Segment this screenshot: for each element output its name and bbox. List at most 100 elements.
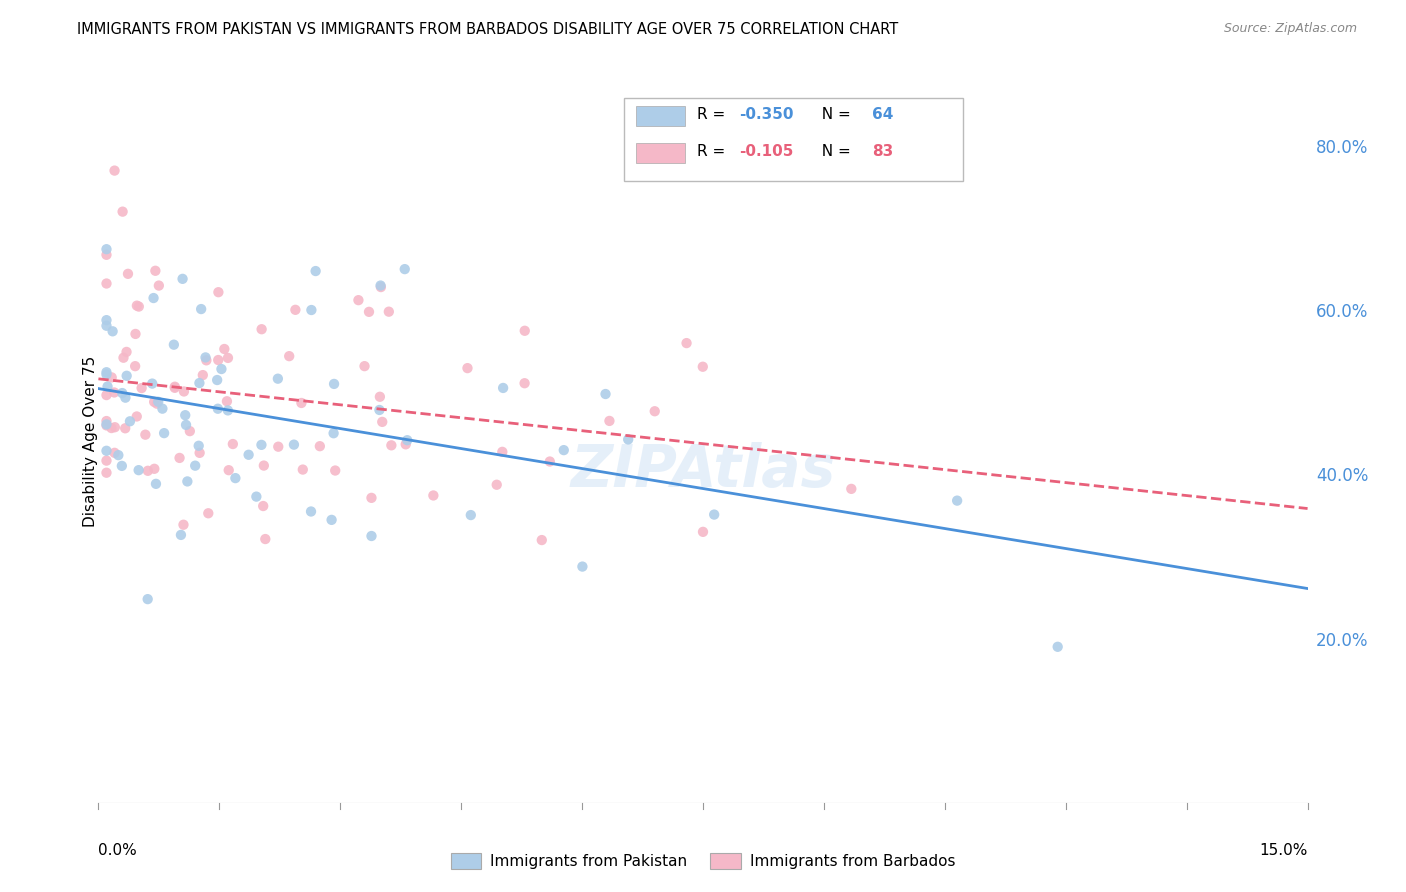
- Point: [152, 401, 174, 416]
- Point: [141, 376, 163, 391]
- Text: ZIPAtlas: ZIPAtlas: [571, 442, 835, 499]
- Point: [267, 440, 290, 454]
- Point: [170, 528, 193, 542]
- Text: N =: N =: [811, 107, 855, 121]
- Point: [107, 448, 129, 462]
- Point: [114, 391, 136, 405]
- Point: [370, 278, 392, 293]
- Point: [571, 559, 593, 574]
- Point: [163, 380, 186, 394]
- Point: [111, 458, 134, 473]
- Point: [96, 318, 118, 333]
- Text: 64: 64: [872, 107, 894, 121]
- Text: IMMIGRANTS FROM PAKISTAN VS IMMIGRANTS FROM BARBADOS DISABILITY AGE OVER 75 CORR: IMMIGRANTS FROM PAKISTAN VS IMMIGRANTS F…: [77, 22, 898, 37]
- Point: [205, 373, 228, 387]
- Point: [188, 376, 211, 390]
- Point: [370, 280, 392, 294]
- Point: [115, 368, 138, 383]
- Text: Source: ZipAtlas.com: Source: ZipAtlas.com: [1223, 22, 1357, 36]
- Text: -0.350: -0.350: [740, 107, 794, 121]
- Point: [125, 299, 148, 313]
- Point: [128, 463, 150, 477]
- Point: [291, 462, 314, 476]
- Text: N =: N =: [811, 145, 855, 160]
- Point: [146, 397, 169, 411]
- Text: -0.105: -0.105: [740, 145, 793, 160]
- Point: [395, 437, 418, 451]
- Point: [283, 437, 305, 451]
- Point: [207, 353, 229, 368]
- Point: [250, 322, 273, 336]
- Point: [96, 277, 118, 291]
- Point: [96, 313, 118, 327]
- Point: [125, 409, 148, 424]
- Point: [195, 353, 218, 368]
- Point: [703, 508, 725, 522]
- Point: [142, 291, 165, 305]
- Point: [143, 395, 166, 409]
- Point: [224, 471, 246, 485]
- Point: [117, 267, 139, 281]
- Point: [197, 506, 219, 520]
- Point: [114, 421, 136, 435]
- Point: [380, 438, 402, 452]
- Text: R =: R =: [697, 145, 730, 160]
- Point: [299, 504, 322, 518]
- Point: [96, 368, 118, 382]
- FancyBboxPatch shape: [624, 98, 963, 181]
- Point: [187, 439, 209, 453]
- Point: [96, 379, 118, 393]
- Point: [143, 462, 166, 476]
- Point: [253, 458, 276, 473]
- Point: [96, 414, 118, 428]
- Point: [100, 370, 122, 384]
- Point: [839, 482, 862, 496]
- Point: [96, 388, 118, 402]
- Point: [96, 466, 118, 480]
- Point: [304, 264, 326, 278]
- Point: [96, 417, 118, 432]
- Point: [692, 524, 714, 539]
- Point: [456, 361, 478, 376]
- Point: [299, 303, 322, 318]
- Point: [104, 420, 127, 434]
- Point: [492, 381, 515, 395]
- Point: [112, 351, 135, 365]
- Point: [128, 300, 150, 314]
- Point: [321, 513, 343, 527]
- Point: [115, 345, 138, 359]
- Point: [491, 445, 513, 459]
- Text: 15.0%: 15.0%: [1260, 843, 1308, 857]
- Point: [153, 426, 176, 441]
- Point: [101, 324, 124, 338]
- Point: [252, 499, 274, 513]
- Point: [190, 301, 212, 316]
- Point: [184, 458, 207, 473]
- Point: [692, 359, 714, 374]
- Point: [103, 385, 125, 400]
- Point: [323, 376, 346, 391]
- Point: [173, 384, 195, 399]
- Text: 83: 83: [872, 145, 894, 160]
- Point: [134, 427, 156, 442]
- Point: [96, 365, 118, 379]
- Point: [284, 302, 307, 317]
- Legend: Immigrants from Pakistan, Immigrants from Barbados: Immigrants from Pakistan, Immigrants fro…: [444, 847, 962, 875]
- Point: [245, 490, 267, 504]
- Point: [145, 264, 167, 278]
- Point: [347, 293, 370, 308]
- Point: [218, 463, 240, 477]
- Point: [100, 421, 122, 435]
- Point: [323, 464, 346, 478]
- Point: [598, 414, 620, 428]
- Point: [460, 508, 482, 522]
- FancyBboxPatch shape: [637, 105, 685, 126]
- Point: [396, 434, 419, 448]
- Point: [308, 439, 330, 453]
- Text: 0.0%: 0.0%: [98, 843, 138, 857]
- Point: [217, 351, 239, 365]
- Point: [172, 517, 194, 532]
- Point: [96, 453, 118, 467]
- Point: [103, 446, 125, 460]
- Point: [174, 408, 197, 422]
